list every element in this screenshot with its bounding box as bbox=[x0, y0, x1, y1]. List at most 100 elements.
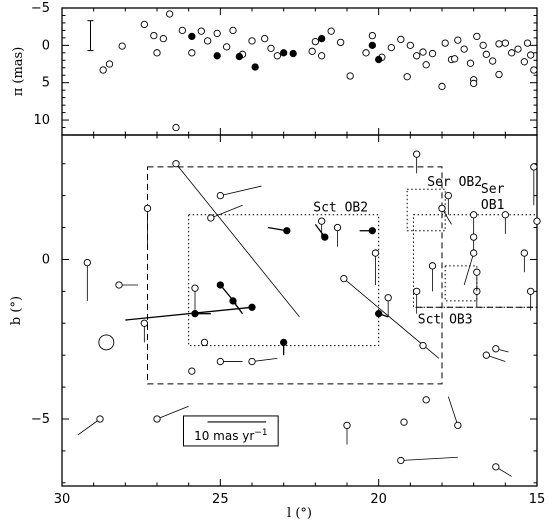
star-point-filled bbox=[321, 233, 329, 241]
star-point-filled bbox=[368, 227, 376, 235]
region-label: Sct OB3 bbox=[418, 312, 473, 327]
star-point-filled bbox=[229, 297, 237, 305]
star-point-open bbox=[492, 345, 500, 353]
star-point-open bbox=[454, 421, 462, 430]
parallax-point-open bbox=[204, 37, 212, 45]
region-label: OB1 bbox=[481, 198, 504, 213]
proper-motion-vector bbox=[220, 185, 262, 197]
star-point-filled bbox=[283, 227, 291, 235]
parallax-point-filled bbox=[289, 49, 297, 58]
bottom-y-axis-label: b (°) bbox=[9, 296, 24, 325]
region-box bbox=[147, 166, 443, 385]
parallax-point-open bbox=[454, 36, 462, 44]
star-point-open bbox=[530, 163, 538, 171]
star-point-open bbox=[140, 319, 148, 327]
parallax-point-open bbox=[153, 49, 161, 57]
star-point-open bbox=[143, 204, 152, 213]
parallax-point-open bbox=[523, 39, 532, 47]
star-point-open bbox=[470, 211, 478, 219]
bottom-y-tick-label: 0 bbox=[42, 252, 50, 267]
star-point-open bbox=[413, 287, 421, 296]
parallax-point-open bbox=[470, 79, 478, 88]
top-y-tick-label: −5 bbox=[31, 1, 50, 16]
parallax-point-open bbox=[150, 31, 158, 40]
parallax-point-open bbox=[368, 31, 376, 40]
region-box bbox=[188, 214, 380, 347]
parallax-point-open bbox=[482, 50, 490, 58]
parallax-point-open bbox=[267, 44, 275, 52]
star-point-open bbox=[397, 456, 405, 465]
parallax-point-open bbox=[273, 52, 281, 60]
star-point-open bbox=[501, 211, 509, 219]
parallax-point-open bbox=[527, 51, 535, 59]
scale-bar-exponent: −1 bbox=[254, 428, 267, 438]
region-box bbox=[444, 265, 478, 302]
region-label: Ser OB2 bbox=[427, 175, 482, 190]
parallax-point-open bbox=[261, 34, 269, 43]
parallax-point-open bbox=[451, 55, 459, 63]
parallax-point-open bbox=[438, 82, 446, 91]
parallax-point-open bbox=[346, 72, 354, 80]
parallax-point-open bbox=[178, 26, 186, 35]
parallax-point-open bbox=[489, 57, 497, 65]
star-point-filled bbox=[191, 310, 199, 318]
parallax-point-open bbox=[387, 43, 395, 52]
parallax-point-open bbox=[172, 123, 180, 132]
parallax-point-open bbox=[99, 66, 107, 74]
star-point-open bbox=[438, 204, 446, 213]
star-point-open bbox=[318, 217, 326, 225]
parallax-point-filled bbox=[375, 55, 383, 64]
star-point-open bbox=[200, 338, 209, 347]
parallax-point-open bbox=[105, 60, 114, 68]
proper-motion-vector bbox=[77, 418, 101, 436]
star-point-open bbox=[172, 160, 180, 168]
bottom-y-tick-label: −5 bbox=[31, 412, 50, 427]
bottom-x-tick-label: 20 bbox=[370, 492, 387, 507]
parallax-point-open bbox=[419, 48, 427, 56]
region-label: Ser bbox=[481, 182, 505, 197]
proper-motion-vector bbox=[447, 396, 459, 426]
star-point-open bbox=[422, 396, 430, 404]
star-point-filled bbox=[280, 338, 288, 347]
star-point-open bbox=[191, 284, 199, 292]
star-point-open bbox=[343, 421, 351, 430]
star-point-open bbox=[216, 191, 224, 200]
proper-motion-vector bbox=[125, 306, 253, 321]
bottom-x-axis-label: l (°) bbox=[287, 506, 312, 521]
proper-motion-vector bbox=[400, 456, 458, 461]
parallax-point-open bbox=[479, 41, 487, 50]
parallax-point-open bbox=[466, 59, 475, 67]
parallax-point-open bbox=[118, 42, 126, 50]
star-point-open bbox=[482, 351, 490, 359]
star-point-open bbox=[400, 418, 408, 426]
parallax-point-open bbox=[397, 35, 405, 44]
parallax-point-open bbox=[413, 52, 421, 60]
parallax-point-open bbox=[327, 27, 335, 35]
star-point-open bbox=[340, 274, 348, 283]
star-point-open bbox=[413, 150, 421, 158]
parallax-point-open bbox=[403, 73, 411, 81]
parallax-point-open bbox=[197, 27, 205, 35]
parallax-point-filled bbox=[280, 49, 288, 57]
parallax-point-open bbox=[311, 37, 319, 46]
star-point-open bbox=[428, 262, 437, 270]
star-point-filled bbox=[375, 310, 383, 318]
star-point-open bbox=[371, 249, 380, 257]
proper-motion-vector bbox=[175, 163, 300, 318]
top-y-tick-label: 5 bbox=[42, 76, 50, 91]
proper-motion-vector bbox=[251, 357, 278, 362]
parallax-point-open bbox=[159, 34, 167, 43]
star-point-open bbox=[473, 268, 481, 276]
parallax-point-open bbox=[514, 45, 522, 53]
parallax-point-open bbox=[520, 58, 528, 66]
star-point-open bbox=[419, 341, 427, 350]
parallax-point-filled bbox=[235, 52, 243, 61]
parallax-point-filled bbox=[188, 32, 196, 41]
star-point-open bbox=[492, 463, 500, 471]
top-y-tick-label: 0 bbox=[42, 38, 50, 53]
star-point-filled bbox=[216, 281, 224, 289]
parallax-point-open bbox=[229, 26, 237, 35]
star-point-open bbox=[248, 357, 256, 366]
parallax-point-open bbox=[406, 41, 414, 50]
